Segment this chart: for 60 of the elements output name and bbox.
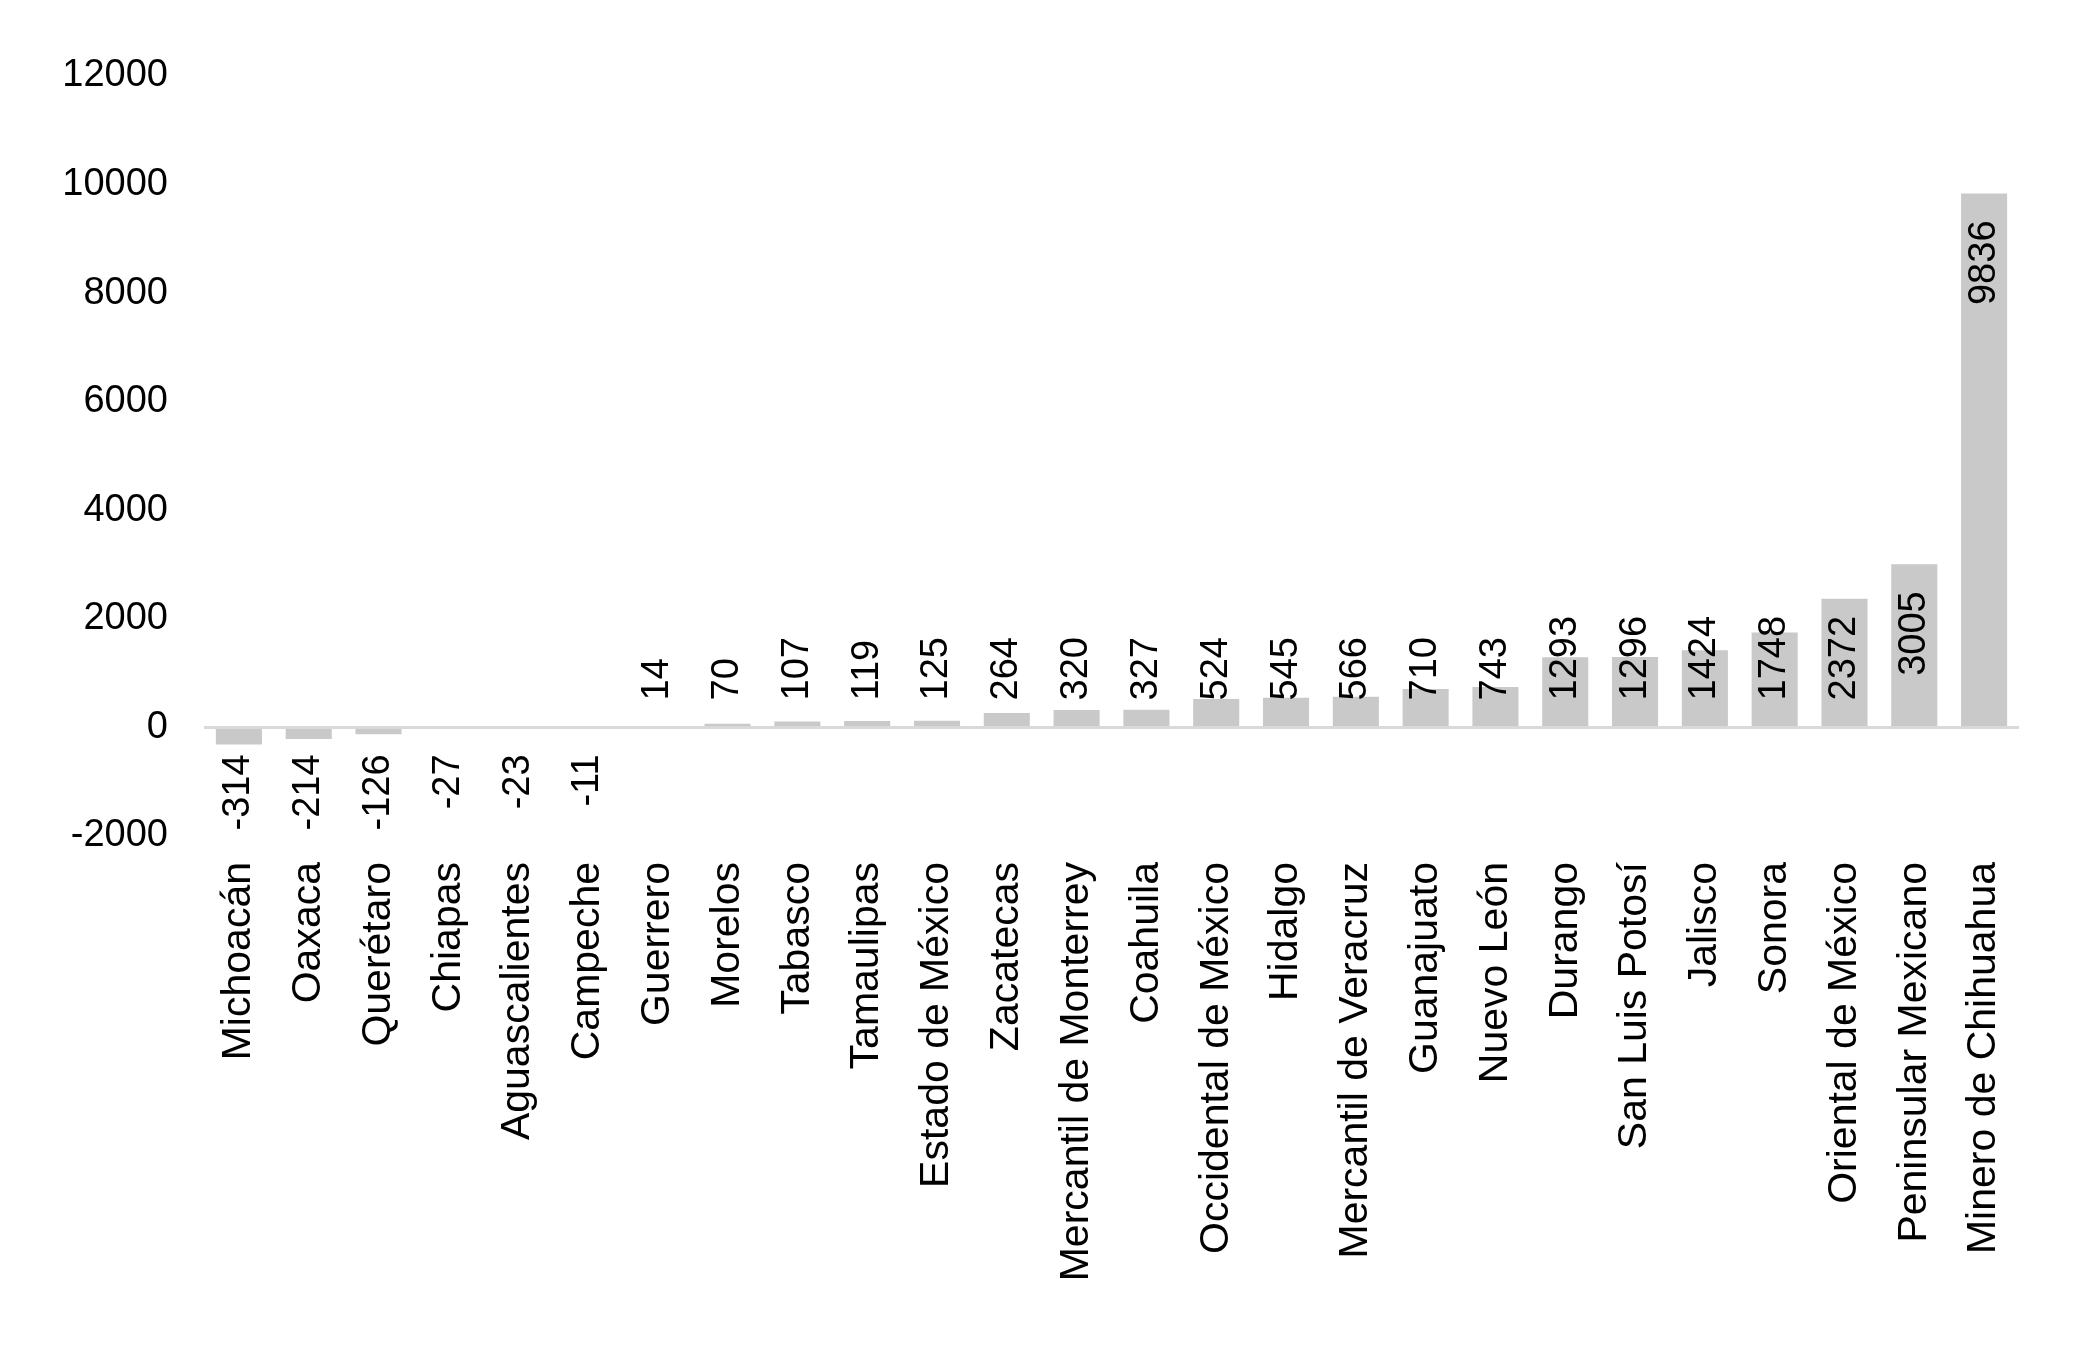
data-label: -126: [355, 754, 397, 831]
data-label: 264: [983, 637, 1026, 701]
y-tick-label: 0: [146, 703, 168, 746]
x-tick-label: Hidalgo: [1260, 862, 1307, 1002]
y-tick-label: 6000: [83, 378, 168, 421]
data-label: 107: [773, 637, 816, 701]
data-label: 566: [1332, 637, 1375, 701]
data-label: 1424: [1681, 615, 1724, 701]
data-label: 320: [1053, 637, 1096, 701]
x-tick-label: Mercantil de Monterrey: [1050, 861, 1097, 1282]
x-tick-label: Guerrero: [632, 862, 679, 1027]
data-label: 14: [634, 658, 677, 701]
x-tick-label: Querétaro: [352, 862, 399, 1047]
data-label: 524: [1192, 637, 1235, 701]
data-label: 743: [1471, 637, 1514, 701]
x-tick-label: San Luis Potosí: [1609, 861, 1656, 1150]
x-tick-label: Campeche: [562, 862, 609, 1061]
x-tick-label: Peninsular Mexicano: [1888, 862, 1935, 1243]
x-tick-label: Mercantil de Veracruz: [1330, 862, 1377, 1259]
data-label: -214: [285, 754, 328, 831]
data-label: 710: [1402, 637, 1445, 701]
data-label: 125: [913, 637, 956, 701]
x-tick-label: Occidental de México: [1190, 862, 1237, 1254]
x-tick-label: Oriental de México: [1818, 862, 1865, 1204]
x-tick-label: Aguascalientes: [492, 862, 539, 1141]
data-label: 119: [843, 639, 886, 701]
x-tick-label: Estado de México: [911, 862, 958, 1188]
data-label: 3005: [1890, 591, 1933, 676]
x-tick-label: Coahuila: [1120, 861, 1167, 1024]
x-tick-label: Oaxaca: [283, 861, 330, 1004]
x-tick-label: Nuevo León: [1469, 862, 1516, 1084]
x-tick-label: Tamaulipas: [841, 862, 888, 1070]
y-tick-label: -2000: [70, 812, 168, 855]
x-tick-label: Sonora: [1748, 861, 1795, 995]
y-tick-label: 2000: [83, 595, 168, 638]
data-label: 1293: [1541, 615, 1584, 701]
data-label: 2372: [1820, 615, 1863, 701]
x-tick-label: Durango: [1539, 862, 1586, 1020]
data-label: 327: [1122, 637, 1165, 701]
x-tick-label: Guanajuato: [1399, 862, 1446, 1075]
data-label: -23: [494, 754, 537, 810]
x-tick-label: Michoacán: [213, 862, 260, 1061]
x-tick-label: Tabasco: [771, 862, 818, 1015]
x-tick-label: Morelos: [701, 862, 748, 1008]
x-tick-label: Zacatecas: [981, 862, 1028, 1052]
data-label: -11: [564, 754, 607, 807]
x-tick-label: Minero de Chihuahua: [1958, 861, 2005, 1255]
x-tick-label: Jalisco: [1679, 862, 1726, 988]
data-label: 1748: [1751, 615, 1794, 701]
y-tick-label: 8000: [83, 269, 168, 312]
data-label: 70: [704, 658, 747, 701]
data-label: -27: [424, 754, 467, 810]
x-tick-label: Chiapas: [422, 862, 469, 1013]
y-tick-label: 12000: [62, 52, 168, 95]
y-tick-label: 4000: [83, 486, 168, 529]
data-label: 545: [1262, 637, 1305, 701]
y-tick-label: 10000: [62, 161, 168, 204]
data-label: -314: [215, 754, 258, 831]
data-label: 9836: [1960, 220, 2003, 306]
data-label: 1296: [1611, 615, 1654, 701]
